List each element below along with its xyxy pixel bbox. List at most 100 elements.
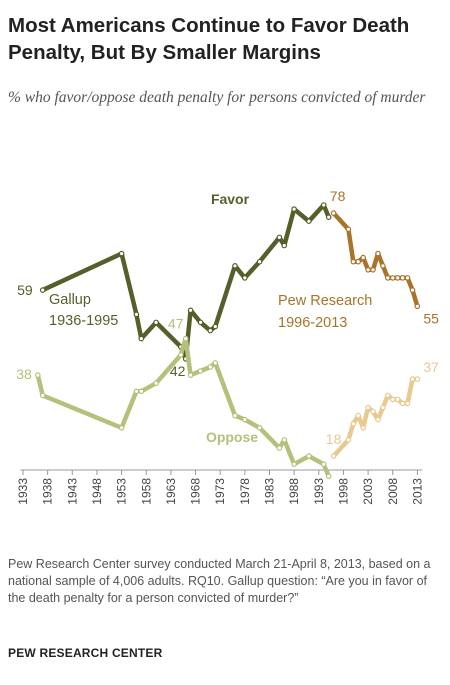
data-label: 18 [326, 431, 342, 447]
pew-years-label: 1996-2013 [278, 315, 347, 331]
x-tick-label: 1938 [41, 478, 55, 505]
favor-gallup-line [40, 202, 331, 362]
favor-pew-point [360, 254, 367, 261]
favor-gallup-point [138, 335, 145, 342]
chart-title: Most Americans Continue to Favor Death P… [8, 14, 410, 64]
source-note: Pew Research Center survey conducted Mar… [8, 557, 431, 605]
oppose-pew-point [370, 408, 376, 415]
oppose-gallup-point [325, 473, 332, 480]
x-tick-label: 1998 [336, 478, 350, 505]
oppose-pew-point [384, 392, 391, 399]
x-tick-label: 1968 [189, 478, 203, 505]
favor-gallup-point [325, 214, 332, 221]
data-label: 37 [423, 359, 439, 375]
oppose-gallup-point [207, 364, 214, 370]
favor-pew-point [355, 258, 362, 265]
favor-pew-point [384, 275, 391, 281]
oppose-gallup-point [118, 424, 125, 431]
favor-gallup-point [39, 287, 46, 293]
favor-gallup-point [320, 202, 327, 208]
favor-gallup-point [242, 275, 248, 281]
favor-gallup-point [276, 234, 283, 241]
oppose-gallup-point [281, 437, 288, 443]
oppose-pew-point [409, 376, 416, 382]
oppose-series-label: Oppose [206, 429, 258, 445]
oppose-gallup-point [34, 372, 41, 378]
gallup-years-label: 1936-1995 [49, 313, 118, 329]
oppose-gallup-point [133, 388, 140, 395]
oppose-gallup-point [320, 461, 327, 468]
oppose-gallup-point [242, 416, 248, 423]
favor-pew-point [330, 210, 337, 216]
oppose-gallup-point [197, 368, 204, 374]
x-tick-label: 1993 [312, 478, 326, 505]
favor-pew-point [389, 275, 396, 281]
favor-gallup-point [306, 218, 312, 225]
oppose-pew-line [331, 376, 420, 459]
favor-gallup-point [133, 311, 140, 318]
oppose-gallup-point [39, 392, 46, 399]
oppose-gallup-point [232, 412, 238, 419]
data-label: 38 [16, 366, 32, 382]
data-label: 55 [423, 310, 439, 326]
oppose-gallup-point [306, 453, 312, 459]
favor-gallup-point [256, 258, 263, 265]
favor-gallup-point [187, 307, 194, 314]
x-tick-label: 1963 [164, 478, 178, 505]
favor-pew-point [365, 266, 371, 273]
oppose-gallup-point [153, 380, 159, 387]
favor-pew-point [414, 303, 421, 310]
oppose-pew-point [345, 437, 352, 443]
data-label: 59 [17, 282, 33, 298]
oppose-pew-point [330, 453, 337, 459]
favor-pew-point [409, 287, 416, 293]
favor-gallup-point [291, 206, 297, 212]
oppose-pew-point [360, 424, 367, 431]
chart-subtitle: % who favor/oppose death penalty for per… [8, 89, 426, 106]
data-label: 47 [168, 316, 184, 332]
favor-gallup-point [118, 250, 125, 257]
pew-label: Pew Research [278, 293, 372, 309]
oppose-gallup-point [291, 461, 297, 468]
favor-pew-point [399, 275, 406, 281]
x-tick-label: 1933 [16, 478, 30, 505]
favor-pew-point [380, 262, 386, 269]
data-label: 78 [330, 188, 346, 204]
oppose-gallup-point [276, 445, 283, 451]
x-tick-label: 1953 [115, 478, 129, 505]
favor-gallup-point [232, 262, 238, 269]
x-tick-label: 1978 [238, 478, 252, 505]
oppose-pew-point [404, 400, 411, 407]
oppose-pew-point [380, 404, 386, 411]
oppose-gallup-point [212, 360, 219, 366]
oppose-gallup-point [256, 424, 263, 431]
oppose-pew-point [399, 400, 406, 407]
oppose-gallup-point [178, 352, 184, 358]
oppose-gallup-point [138, 388, 145, 395]
favor-gallup-point [153, 319, 159, 326]
x-tick-label: 2013 [410, 478, 424, 505]
x-tick-label: 1958 [139, 478, 153, 505]
favor-pew-point [345, 226, 352, 233]
x-tick-label: 2003 [361, 478, 375, 505]
oppose-pew-point [375, 416, 381, 423]
data-label: 42 [170, 363, 186, 379]
favor-gallup-point [212, 323, 219, 330]
favor-gallup-point [207, 327, 214, 334]
x-tick-label: 1973 [213, 478, 227, 505]
oppose-gallup-point [182, 335, 189, 342]
favor-pew-point [394, 275, 401, 281]
favor-series-label: Favor [211, 191, 250, 207]
favor-pew-point [404, 275, 411, 281]
favor-pew-point [370, 266, 376, 273]
oppose-pew-point [350, 420, 357, 427]
oppose-pew-point [394, 396, 401, 403]
gallup-label: Gallup [49, 292, 91, 308]
source-label: PEW RESEARCH CENTER [8, 646, 163, 660]
oppose-gallup-point [187, 372, 194, 378]
favor-gallup-point [197, 319, 204, 326]
oppose-pew-point [389, 396, 396, 403]
x-tick-label: 1988 [287, 478, 301, 505]
oppose-pew-point [365, 404, 371, 411]
